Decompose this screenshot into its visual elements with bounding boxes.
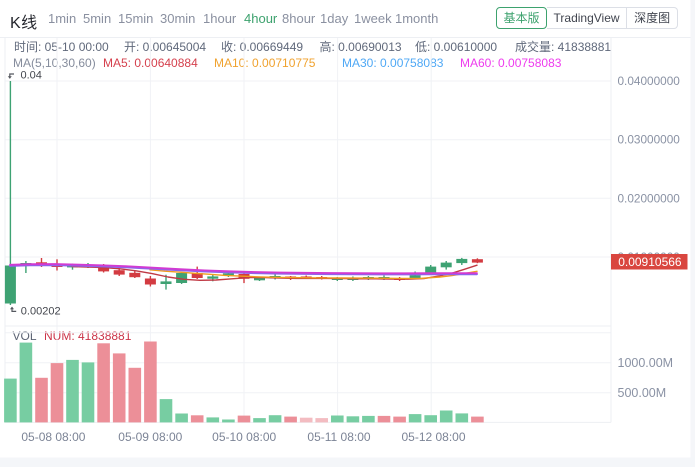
svg-text:05-12 08:00: 05-12 08:00 [401, 430, 465, 444]
svg-text:05-11 08:00: 05-11 08:00 [307, 430, 370, 444]
svg-text:0.00910566: 0.00910566 [618, 255, 682, 269]
svg-text:05-08 08:00: 05-08 08:00 [21, 430, 85, 444]
svg-text:05-09 08:00: 05-09 08:00 [118, 430, 182, 444]
svg-text:0.03000000: 0.03000000 [618, 133, 681, 147]
svg-text:0.04: 0.04 [21, 70, 42, 82]
svg-text:500.00M: 500.00M [618, 386, 667, 400]
svg-text:05-10 08:00: 05-10 08:00 [212, 430, 276, 444]
svg-text:0.02000000: 0.02000000 [618, 191, 681, 205]
svg-text:1000.00M: 1000.00M [618, 356, 674, 370]
svg-text:0.00202: 0.00202 [21, 306, 61, 318]
svg-text:0.04000000: 0.04000000 [618, 74, 681, 88]
